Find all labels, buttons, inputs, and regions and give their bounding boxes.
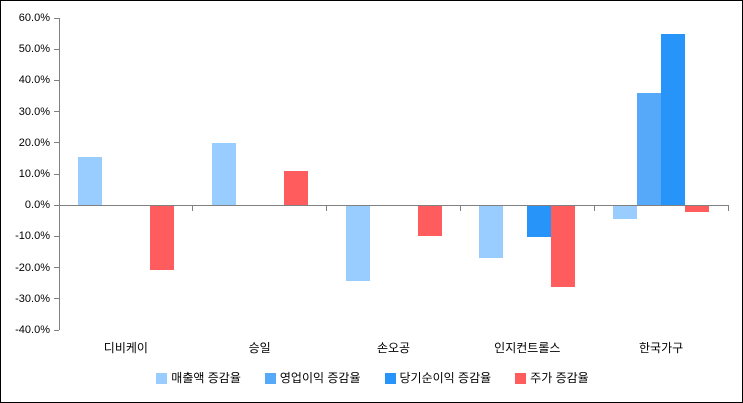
x-axis-category-label: 손오공 [376,341,411,355]
bar-당기순이익 증감율-한국가구 [661,33,686,206]
x-axis-zero-line [59,205,729,206]
x-axis-category-label: 인지컨트롤스 [494,341,561,355]
category-tick [459,205,461,211]
y-axis-tick-label: 0.0% [24,199,50,212]
bar-매출액 증감율-승일 [211,142,236,206]
x-axis-category-label: 승일 [248,341,271,355]
y-axis-tick [54,17,59,19]
bar-주가 증감율-승일 [283,170,308,206]
category-tick [192,205,194,211]
legend-label: 주가 증감율 [530,371,589,385]
category-tick [326,205,328,211]
bar-주가 증감율-손오공 [417,206,442,236]
y-axis-tick-label: -20.0% [15,261,50,274]
legend-item: 당기순이익 증감율 [384,371,492,385]
legend-label: 영업이익 증감율 [279,371,361,385]
category-tick [593,205,595,211]
y-axis-tick-label: 40.0% [18,74,50,87]
x-axis-category-label: 디비케이 [103,341,148,355]
y-axis-tick-label: -10.0% [15,230,50,243]
y-axis-tick-label: 10.0% [18,168,50,180]
y-axis-tick [54,329,59,331]
legend-label: 매출액 증감율 [171,371,241,385]
y-axis-tick [54,204,59,206]
y-axis-tick-label: 30.0% [18,105,50,118]
y-axis-tick [54,173,59,175]
category-tick [727,205,729,211]
bar-영업이익 증감율-한국가구 [637,92,662,206]
legend-label: 당기순이익 증감율 [399,371,492,385]
y-axis-tick-label: 60.0% [18,12,50,24]
y-axis-tick [54,48,59,50]
legend-item: 영업이익 증감율 [264,371,361,385]
legend-swatch-icon [156,372,168,384]
legend-swatch-icon [515,372,527,384]
x-axis-category-label: 한국가구 [639,341,684,355]
legend-swatch-icon [264,372,276,384]
y-axis-tick-label: -40.0% [15,324,50,336]
y-axis-tick-label: -30.0% [15,292,50,305]
bar-당기순이익 증감율-인지컨트롤스 [527,206,552,238]
y-axis-tick-label: 20.0% [18,136,50,149]
legend-item: 주가 증감율 [515,371,589,385]
y-axis-tick [54,235,59,237]
bar-매출액 증감율-인지컨트롤스 [479,206,504,258]
bar-매출액 증감율-한국가구 [613,206,638,219]
y-axis-line [59,18,60,330]
legend: 매출액 증감율 영업이익 증감율 당기순이익 증감율 주가 증감율 [1,370,742,386]
y-axis-tick [54,79,59,81]
bar-매출액 증감율-손오공 [345,206,370,282]
y-axis-tick-label: 50.0% [18,43,50,56]
y-axis-tick [54,267,59,269]
bar-주가 증감율-디비케이 [149,206,174,271]
y-axis-tick [54,111,59,113]
y-axis-tick [54,142,59,144]
y-axis-tick [54,298,59,300]
bar-주가 증감율-인지컨트롤스 [551,206,576,288]
legend-item: 매출액 증감율 [156,371,241,385]
bar-주가 증감율-한국가구 [685,206,710,213]
bar-매출액 증감율-디비케이 [77,156,102,206]
legend-swatch-icon [384,372,396,384]
